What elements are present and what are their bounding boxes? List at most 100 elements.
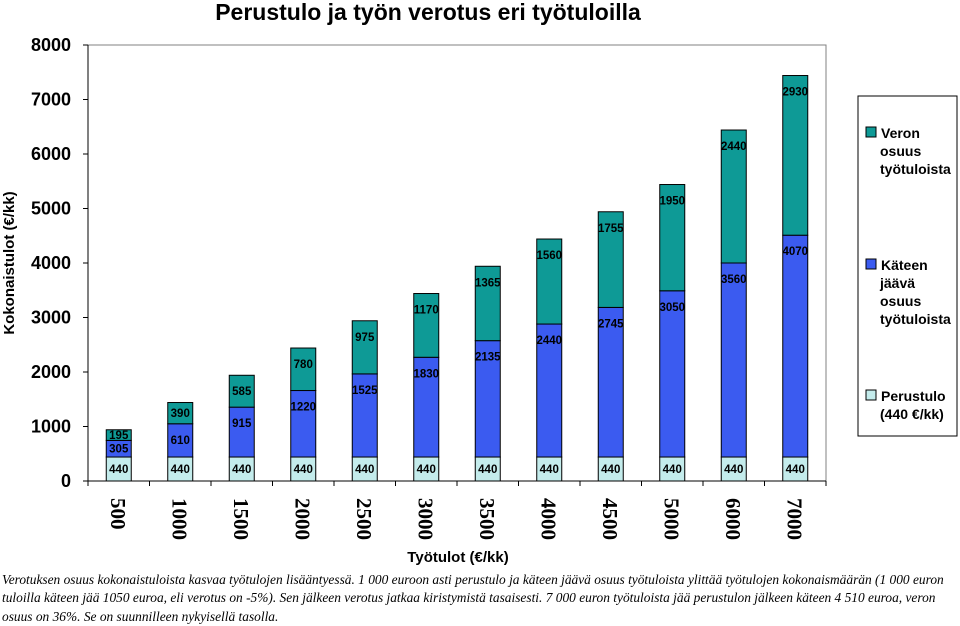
legend-label: Perustulo — [881, 388, 946, 404]
data-label: 195 — [109, 430, 129, 442]
data-label: 2930 — [782, 87, 808, 99]
y-tick-label: 4000 — [31, 253, 71, 273]
legend-label: osuus — [880, 293, 921, 309]
bars — [105, 75, 809, 482]
bar-segment-veron-osuus — [782, 75, 809, 236]
bar-segment-veron-osuus — [228, 374, 255, 408]
data-label: 1950 — [659, 196, 685, 208]
data-label: 585 — [232, 386, 252, 398]
bar-segment-kateen-jaava — [536, 323, 563, 458]
y-tick-label: 8000 — [31, 35, 71, 55]
bar-segment-veron-osuus — [659, 184, 686, 292]
data-label: 1170 — [414, 305, 439, 317]
data-label: 440 — [663, 464, 682, 476]
bar-segment-kateen-jaava — [167, 423, 194, 458]
data-label: 440 — [109, 464, 128, 476]
plot-area — [87, 44, 827, 482]
x-tick-label: 2500 — [352, 498, 376, 540]
data-label: 610 — [171, 435, 190, 447]
y-tick-label: 2000 — [31, 362, 71, 382]
legend: Veron osuus työtuloista Käteen jäävä osuus työ… — [857, 95, 958, 437]
x-tick-label: 3000 — [413, 498, 437, 540]
data-label: 305 — [109, 444, 129, 456]
stacked-bar-chart: Perustulo ja työn verotus eri työtuloill… — [1, 0, 958, 565]
y-tick-label: 0 — [61, 471, 71, 491]
bar-segment-veron-osuus — [474, 265, 501, 342]
x-tick-label: 7000 — [782, 498, 806, 540]
data-label: 1755 — [598, 223, 624, 235]
legend-label: Käteen — [881, 257, 928, 273]
x-tick-label: 2000 — [290, 498, 314, 540]
data-label: 4070 — [782, 246, 808, 258]
data-label: 1365 — [475, 277, 501, 289]
x-tick-label: 6000 — [721, 498, 745, 540]
data-label: 2135 — [475, 352, 501, 364]
y-tick-label: 3000 — [31, 308, 71, 328]
y-axis-ticks: 0 1000 2000 3000 4000 5000 6000 7000 8000 — [31, 35, 88, 491]
data-label: 915 — [232, 418, 252, 430]
legend-swatch — [865, 126, 877, 138]
bar-segment-kateen-jaava — [720, 262, 747, 458]
x-axis-label: Työtulot (€/kk) — [407, 549, 508, 565]
bar-segment-veron-osuus — [597, 211, 624, 308]
chart-title: Perustulo ja työn verotus eri työtuloill… — [215, 0, 641, 25]
bar-segment-veron-osuus — [720, 129, 747, 264]
y-tick-label: 6000 — [31, 144, 71, 164]
bar-segment-veron-osuus — [536, 238, 563, 325]
bar-segment-veron-osuus — [351, 320, 378, 375]
y-tick-label: 7000 — [31, 90, 71, 110]
plot-frame — [87, 44, 827, 482]
y-axis-label: Kokonaistulot (€/kk) — [1, 191, 18, 334]
data-label: 440 — [417, 464, 436, 476]
chart-caption: Verotuksen osuus kokonaistuloista kasvaa… — [2, 572, 944, 624]
data-label: 440 — [601, 464, 620, 476]
legend-swatch — [865, 258, 877, 270]
data-label: 1830 — [413, 368, 439, 380]
bar-segment-kateen-jaava — [351, 373, 378, 458]
data-label: 440 — [355, 464, 374, 476]
bar-segment-kateen-jaava — [290, 390, 317, 458]
legend-label: työtuloista — [880, 311, 951, 327]
bar-segment-kateen-jaava — [597, 306, 624, 458]
bar-segment-kateen-jaava — [659, 290, 686, 458]
legend-label: jäävä — [879, 275, 915, 291]
x-tick-label: 4000 — [536, 498, 560, 540]
bar-segment-kateen-jaava — [782, 234, 809, 458]
y-tick-label: 5000 — [31, 199, 71, 219]
x-tick-label: 1000 — [167, 498, 191, 540]
data-label: 390 — [171, 408, 190, 420]
data-label: 440 — [171, 464, 190, 476]
bar-segment-veron-osuus — [105, 429, 132, 441]
x-tick-label: 1500 — [229, 498, 253, 540]
bar-segment-kateen-jaava — [413, 356, 440, 458]
x-axis-ticks: 500 1000 1500 2000 2500 3000 3500 4000 4500 5000 6… — [87, 481, 827, 540]
data-label: 1560 — [536, 250, 562, 262]
data-label: 3560 — [721, 274, 747, 286]
data-label: 975 — [355, 332, 375, 344]
data-label: 440 — [724, 464, 743, 476]
bar-segment-kateen-jaava — [228, 406, 255, 458]
data-label: 1525 — [352, 385, 378, 397]
data-label: 3050 — [659, 302, 685, 314]
x-tick-label: 500 — [106, 498, 130, 530]
data-label: 2440 — [536, 335, 562, 347]
x-tick-label: 5000 — [659, 498, 683, 540]
data-labels: 440 305 195 440 610 390 440 915 585 440 1220 780 440… — [109, 87, 808, 476]
legend-swatch — [865, 389, 877, 401]
legend-label: osuus — [880, 143, 921, 159]
x-tick-label: 4500 — [598, 498, 622, 540]
data-label: 1220 — [290, 402, 316, 414]
data-label: 440 — [478, 464, 497, 476]
bar-segment-veron-osuus — [413, 293, 440, 358]
bar-segment-veron-osuus — [290, 347, 317, 392]
bar-segment-veron-osuus — [167, 402, 194, 425]
y-tick-label: 1000 — [31, 417, 71, 437]
data-label: 440 — [294, 464, 313, 476]
data-label: 440 — [232, 464, 251, 476]
data-label: 2745 — [598, 318, 624, 330]
data-label: 780 — [294, 359, 313, 371]
x-tick-label: 3500 — [475, 498, 499, 540]
data-label: 440 — [540, 464, 559, 476]
data-label: 440 — [786, 464, 805, 476]
data-label: 2440 — [721, 141, 747, 153]
